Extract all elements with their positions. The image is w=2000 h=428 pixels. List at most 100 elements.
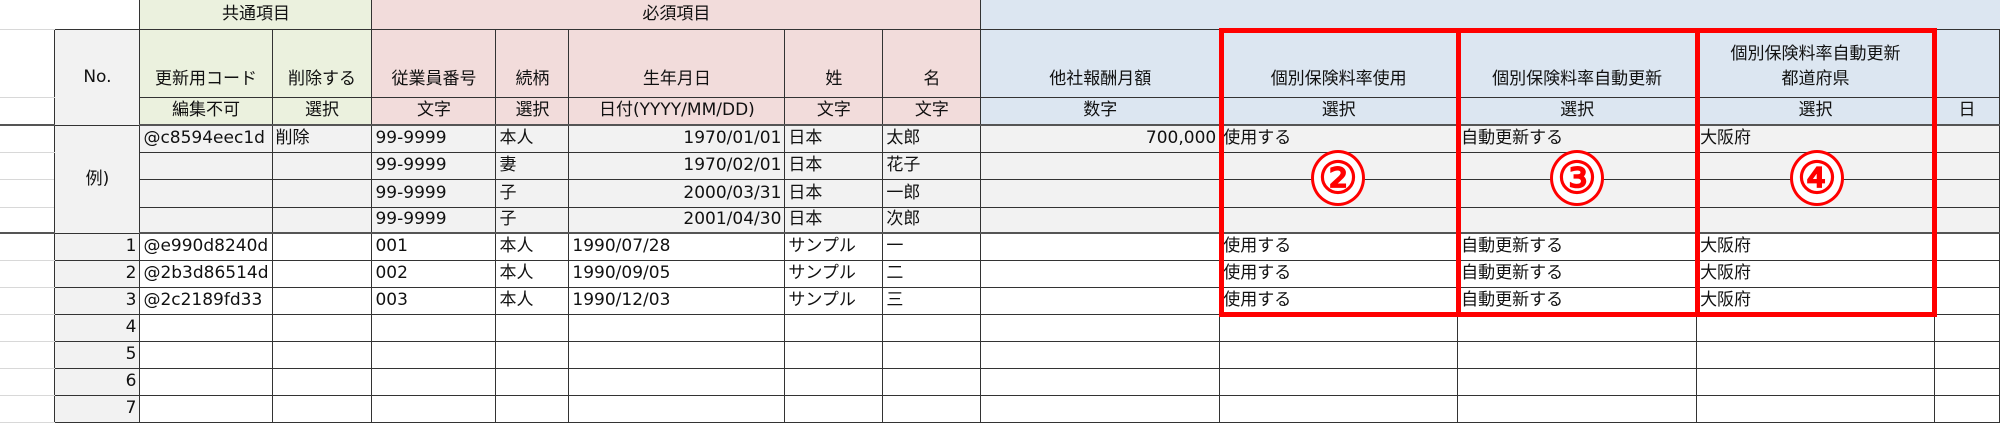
data-cell[interactable] bbox=[1457, 367, 1698, 396]
row-header[interactable] bbox=[0, 260, 55, 288]
data-cell[interactable]: 大阪府 bbox=[1696, 259, 1935, 288]
data-cell[interactable]: 自動更新する bbox=[1457, 259, 1698, 288]
data-cell[interactable] bbox=[784, 394, 884, 423]
example-cell[interactable] bbox=[980, 178, 1221, 208]
cell[interactable] bbox=[54, 0, 140, 30]
example-cell[interactable]: 700,000 bbox=[980, 124, 1221, 153]
example-cell[interactable]: 次郎 bbox=[882, 206, 982, 234]
data-cell[interactable] bbox=[980, 313, 1221, 342]
data-cell[interactable]: 本人 bbox=[495, 259, 570, 288]
data-cell[interactable] bbox=[271, 367, 373, 396]
data-cell[interactable]: サンプル bbox=[784, 259, 884, 288]
data-cell[interactable] bbox=[882, 313, 982, 342]
example-cell[interactable]: 削除 bbox=[271, 124, 373, 153]
data-cell[interactable] bbox=[980, 286, 1221, 315]
example-cell[interactable]: 日本 bbox=[784, 178, 884, 208]
example-cell[interactable] bbox=[1933, 206, 2000, 234]
data-cell[interactable] bbox=[495, 394, 570, 423]
data-cell[interactable] bbox=[1696, 340, 1935, 369]
example-cell[interactable] bbox=[1696, 206, 1935, 234]
data-cell[interactable] bbox=[495, 367, 570, 396]
example-cell[interactable]: 日本 bbox=[784, 151, 884, 180]
data-cell[interactable] bbox=[980, 394, 1221, 423]
data-cell[interactable] bbox=[980, 259, 1221, 288]
example-cell[interactable]: @c8594eec1d bbox=[139, 124, 273, 153]
data-cell[interactable] bbox=[271, 340, 373, 369]
example-cell[interactable] bbox=[980, 151, 1221, 180]
data-cell[interactable]: 003 bbox=[371, 286, 497, 315]
data-cell[interactable] bbox=[568, 340, 786, 369]
example-cell[interactable]: 1970/02/01 bbox=[568, 151, 786, 180]
example-cell[interactable]: 99-9999 bbox=[371, 178, 497, 208]
data-cell[interactable] bbox=[139, 340, 273, 369]
data-cell[interactable] bbox=[371, 394, 497, 423]
row-header[interactable] bbox=[0, 207, 55, 234]
example-cell[interactable]: 大阪府 bbox=[1696, 124, 1935, 153]
data-cell[interactable] bbox=[568, 313, 786, 342]
example-cell[interactable]: 99-9999 bbox=[371, 206, 497, 234]
data-cell[interactable] bbox=[139, 367, 273, 396]
row-header[interactable] bbox=[0, 395, 55, 423]
example-cell[interactable] bbox=[1219, 206, 1459, 234]
row-header[interactable] bbox=[0, 341, 55, 369]
data-cell[interactable] bbox=[1696, 313, 1935, 342]
row-header[interactable] bbox=[0, 179, 55, 208]
data-cell[interactable]: @e990d8240d bbox=[139, 232, 273, 261]
data-cell[interactable] bbox=[1219, 340, 1459, 369]
data-cell[interactable]: サンプル bbox=[784, 286, 884, 315]
data-cell[interactable] bbox=[1933, 313, 2000, 342]
data-cell[interactable]: 本人 bbox=[495, 286, 570, 315]
data-cell[interactable] bbox=[882, 340, 982, 369]
example-cell[interactable] bbox=[271, 206, 373, 234]
example-cell[interactable] bbox=[1933, 124, 2000, 153]
example-cell[interactable]: 妻 bbox=[495, 151, 570, 180]
data-cell[interactable]: 使用する bbox=[1219, 259, 1459, 288]
data-cell[interactable]: @2b3d86514d bbox=[139, 259, 273, 288]
example-cell[interactable]: 日本 bbox=[784, 206, 884, 234]
row-header[interactable] bbox=[0, 233, 55, 261]
example-cell[interactable] bbox=[139, 206, 273, 234]
data-cell[interactable]: @2c2189fd33 bbox=[139, 286, 273, 315]
data-cell[interactable] bbox=[1219, 394, 1459, 423]
data-cell[interactable] bbox=[271, 232, 373, 261]
data-cell[interactable] bbox=[1933, 367, 2000, 396]
data-cell[interactable] bbox=[980, 232, 1221, 261]
example-cell[interactable]: 子 bbox=[495, 206, 570, 234]
data-cell[interactable]: 一 bbox=[882, 232, 982, 261]
data-cell[interactable] bbox=[784, 367, 884, 396]
data-cell[interactable] bbox=[495, 340, 570, 369]
data-cell[interactable] bbox=[1696, 367, 1935, 396]
data-cell[interactable] bbox=[882, 394, 982, 423]
data-cell[interactable] bbox=[568, 394, 786, 423]
data-cell[interactable] bbox=[1696, 394, 1935, 423]
row-header[interactable] bbox=[0, 287, 55, 315]
data-cell[interactable]: 二 bbox=[882, 259, 982, 288]
example-cell[interactable]: 子 bbox=[495, 178, 570, 208]
example-cell[interactable]: 花子 bbox=[882, 151, 982, 180]
data-cell[interactable]: 使用する bbox=[1219, 232, 1459, 261]
row-header[interactable] bbox=[0, 314, 55, 342]
data-cell[interactable] bbox=[1219, 367, 1459, 396]
data-cell[interactable]: 1990/07/28 bbox=[568, 232, 786, 261]
data-cell[interactable] bbox=[271, 259, 373, 288]
example-cell[interactable]: 1970/01/01 bbox=[568, 124, 786, 153]
data-cell[interactable] bbox=[784, 313, 884, 342]
data-cell[interactable] bbox=[980, 340, 1221, 369]
data-cell[interactable]: 001 bbox=[371, 232, 497, 261]
data-cell[interactable] bbox=[1933, 259, 2000, 288]
example-cell[interactable]: 本人 bbox=[495, 124, 570, 153]
row-header[interactable] bbox=[0, 368, 55, 396]
data-cell[interactable] bbox=[1457, 340, 1698, 369]
data-cell[interactable] bbox=[1457, 313, 1698, 342]
example-cell[interactable] bbox=[980, 206, 1221, 234]
data-cell[interactable] bbox=[271, 313, 373, 342]
data-cell[interactable]: 自動更新する bbox=[1457, 286, 1698, 315]
example-cell[interactable]: 使用する bbox=[1219, 124, 1459, 153]
data-cell[interactable] bbox=[784, 340, 884, 369]
example-cell[interactable] bbox=[1457, 206, 1698, 234]
data-cell[interactable]: 三 bbox=[882, 286, 982, 315]
data-cell[interactable] bbox=[495, 313, 570, 342]
data-cell[interactable]: 002 bbox=[371, 259, 497, 288]
example-cell[interactable] bbox=[1933, 151, 2000, 180]
